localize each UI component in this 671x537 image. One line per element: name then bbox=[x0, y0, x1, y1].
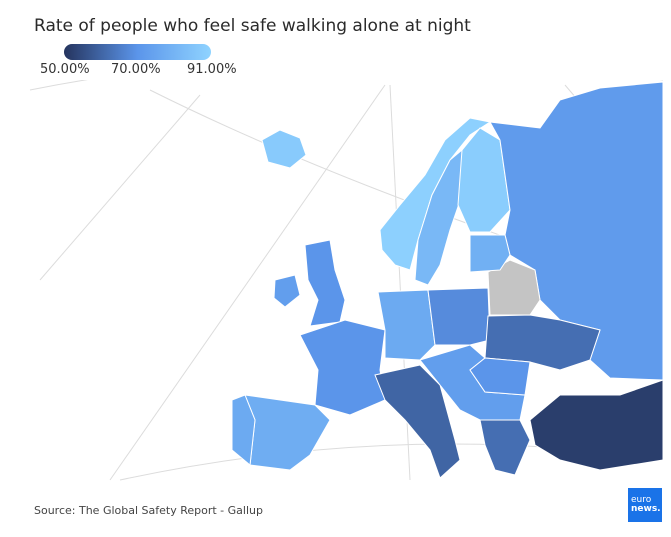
region-sweden[interactable] bbox=[414, 148, 463, 286]
region-poland[interactable] bbox=[427, 287, 491, 346]
region-ireland[interactable] bbox=[273, 274, 301, 308]
region-norway[interactable] bbox=[379, 117, 492, 271]
legend-mid-label: 70.00% bbox=[111, 62, 161, 77]
legend-max-label: 91.00% bbox=[187, 62, 237, 77]
region-turkey[interactable] bbox=[529, 379, 664, 471]
region-romania[interactable] bbox=[469, 357, 531, 396]
region-greece[interactable] bbox=[479, 419, 531, 476]
logo-line1: euro bbox=[631, 495, 652, 505]
map-title: Rate of people who feel safe walking alo… bbox=[34, 16, 471, 36]
region-france[interactable] bbox=[299, 319, 386, 416]
region-germany[interactable] bbox=[377, 289, 436, 361]
region-iceland[interactable] bbox=[261, 129, 307, 169]
region-baltics[interactable] bbox=[469, 234, 511, 273]
region-italy[interactable] bbox=[374, 364, 461, 479]
graticule-line bbox=[39, 94, 201, 281]
euronews-logo[interactable]: euro news. bbox=[628, 488, 662, 522]
country-regions bbox=[231, 81, 664, 479]
legend-min-label: 50.00% bbox=[40, 62, 90, 77]
region-portugal[interactable] bbox=[231, 394, 256, 466]
logo-line2: news. bbox=[631, 504, 661, 514]
europe-map bbox=[29, 80, 664, 481]
graticule-line bbox=[109, 84, 386, 481]
region-united-kingdom[interactable] bbox=[304, 239, 346, 327]
source-note: Source: The Global Safety Report - Gallu… bbox=[34, 504, 263, 517]
legend-gradient-bar bbox=[64, 44, 211, 60]
region-spain[interactable] bbox=[244, 394, 331, 471]
region-belarus[interactable] bbox=[487, 259, 541, 316]
